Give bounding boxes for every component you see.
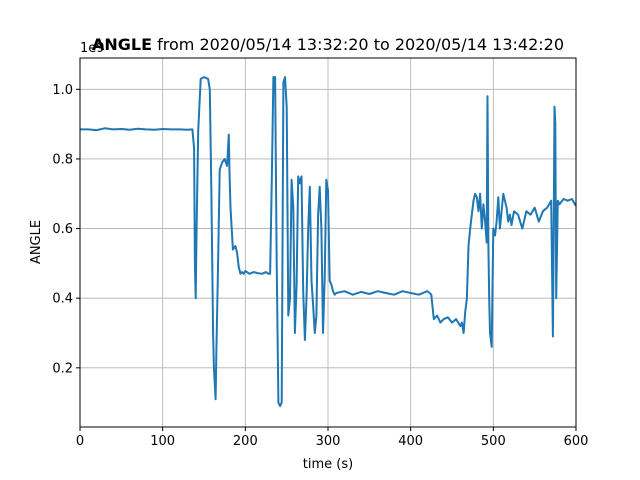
chart-title-rest: from 2020/05/14 13:32:20 to 2020/05/14 1…: [152, 35, 564, 54]
y-axis-ticks: 0.2 0.4 0.6 0.8 1.0: [52, 83, 80, 376]
x-tick-label: 600: [564, 434, 589, 449]
chart-title-bold: ANGLE: [92, 35, 152, 54]
chart-title: ANGLE from 2020/05/14 13:32:20 to 2020/0…: [92, 35, 564, 54]
y-offset-text: 1e9: [80, 41, 105, 56]
series-line: [80, 76, 577, 408]
y-tick-label: 1.0: [52, 83, 73, 98]
x-tick-label: 400: [398, 434, 423, 449]
x-tick-label: 200: [233, 434, 258, 449]
y-tick-label: 0.8: [52, 152, 73, 167]
x-tick-label: 500: [481, 434, 506, 449]
x-tick-label: 100: [150, 434, 175, 449]
x-tick-label: 0: [76, 434, 84, 449]
y-tick-label: 0.2: [52, 361, 73, 376]
x-axis-label: time (s): [303, 457, 353, 472]
y-axis-label: ANGLE: [29, 220, 44, 264]
plot-area: [80, 76, 577, 408]
x-tick-label: 300: [316, 434, 341, 449]
y-tick-label: 0.6: [52, 222, 73, 237]
x-axis-ticks: 0 100 200 300 400 500 600: [76, 427, 589, 449]
y-tick-label: 0.4: [52, 292, 73, 307]
